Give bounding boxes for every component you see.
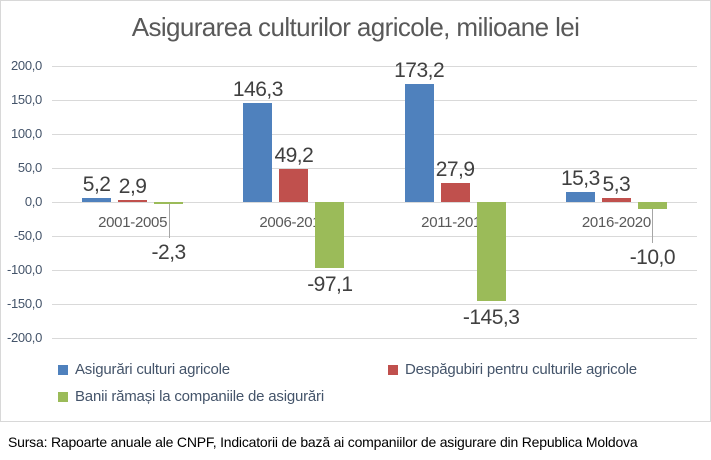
legend-label-asigurari: Asigurări culturi agricole [75, 361, 230, 378]
legend-label-banii-ramasi: Banii rămași la companiile de asigurări [75, 388, 324, 405]
legend-item-despagubiri: Despăgubiri pentru culturile agricole [388, 361, 637, 379]
data-label-leader-line [168, 204, 170, 238]
category-label: 2001-2005 [98, 214, 168, 231]
bar-series1-2001-2005 [118, 200, 148, 202]
data-label: -97,1 [307, 273, 353, 297]
bar-series2-2001-2005 [154, 202, 184, 204]
category-label: 2011-2015 [421, 214, 490, 231]
data-label: 5,2 [82, 173, 111, 197]
y-axis-tick-label: -100,0 [6, 262, 42, 277]
y-axis-tick-label: 50,0 [17, 160, 42, 175]
y-axis-tick-label: 150,0 [10, 92, 42, 107]
category-label: 2016-2020 [581, 214, 651, 231]
bar-series2-2011-2015 [476, 202, 506, 301]
category-label: 2006-2010 [259, 214, 329, 231]
data-label-leader-line [652, 208, 654, 243]
legend-item-asigurari: Asigurări culturi agricole [58, 361, 230, 379]
bar-series0-2001-2005 [82, 198, 112, 202]
bar-series1-2006-2010 [279, 168, 309, 202]
data-label: 173,2 [394, 59, 445, 83]
legend-label-despagubiri: Despăgubiri pentru culturile agricole [405, 361, 637, 378]
gridline [52, 236, 697, 237]
data-label: 15,3 [560, 166, 600, 190]
chart-frame [0, 0, 711, 422]
bar-series0-2006-2010 [243, 102, 273, 202]
data-label: -145,3 [462, 305, 520, 329]
bar-series0-2011-2015 [404, 84, 434, 202]
data-label: 5,3 [602, 173, 631, 197]
data-label: -10,0 [629, 245, 676, 269]
bar-series2-2006-2010 [315, 202, 345, 269]
data-label: 2,9 [118, 175, 147, 198]
bar-series1-2011-2015 [440, 183, 470, 202]
gridline [52, 100, 697, 101]
data-label: 146,3 [232, 77, 284, 101]
legend-item-banii-ramasi: Banii rămași la companiile de asigurări [58, 388, 324, 406]
legend-swatch-green [58, 392, 68, 402]
y-axis-tick-label: 100,0 [10, 126, 42, 141]
gridline [52, 168, 697, 169]
bar-series1-2016-2020 [601, 198, 631, 202]
y-axis-tick-label: -50,0 [13, 228, 42, 243]
bar-series2-2016-2020 [637, 202, 667, 209]
gridline [52, 66, 697, 67]
gridline [52, 270, 697, 271]
gridline [52, 338, 697, 339]
y-axis-tick-label: -150,0 [6, 296, 42, 311]
legend-swatch-blue [58, 365, 68, 375]
bar-series0-2016-2020 [565, 191, 595, 202]
plot-area: 200,0 150,0 100,0 50,0 0,0 -50,0 -100,0 -150,0 -… [6, 58, 697, 345]
gridline [52, 304, 697, 305]
gridline [52, 134, 697, 135]
source-note: Sursa: Rapoarte anuale ale CNPF, Indicat… [8, 434, 638, 450]
y-axis-tick-label: 0,0 [24, 194, 42, 209]
legend-swatch-red [388, 365, 398, 375]
chart-title: Asigurarea culturilor agricole, milioane… [131, 12, 580, 42]
y-axis-tick-label: 200,0 [10, 58, 42, 73]
data-label: 27,9 [435, 158, 475, 182]
y-axis-tick-label: -200,0 [6, 330, 42, 345]
data-label: 49,2 [274, 143, 314, 167]
data-label: -2,3 [151, 241, 187, 264]
gridline [52, 202, 697, 203]
